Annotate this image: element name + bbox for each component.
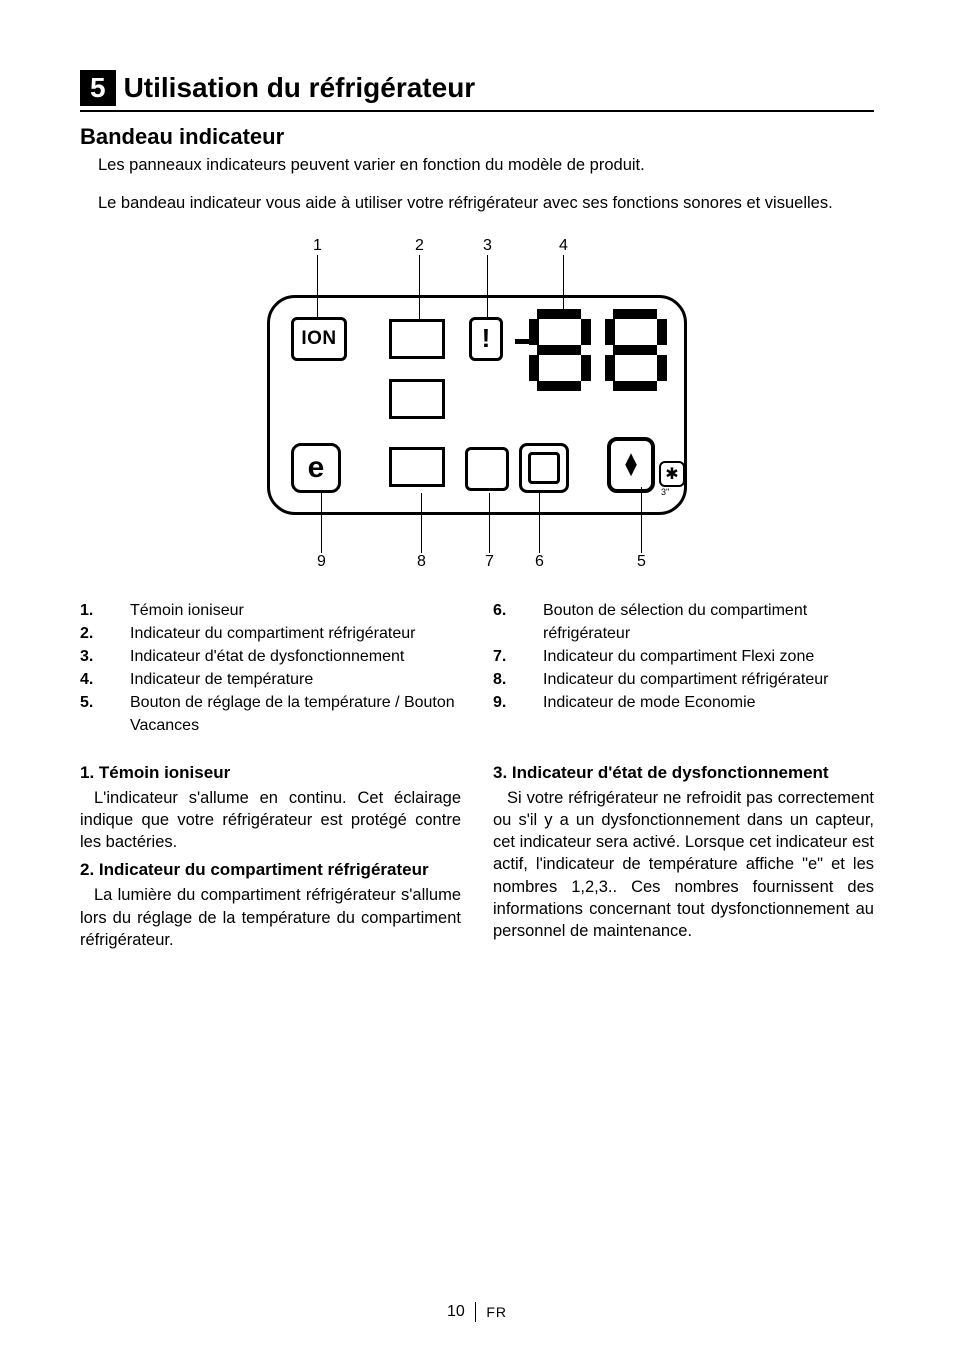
callout-1: 1 [313,237,322,255]
legend-col-left: 1.Témoin ioniseur 2.Indicateur du compar… [80,599,461,738]
callout-6: 6 [535,553,544,571]
intro-text-2: Le bandeau indicateur vous aide à utilis… [98,194,833,212]
desc-text: Si votre réfrigérateur ne refroidit pas … [493,789,874,941]
legend-text: Témoin ioniseur [130,599,461,622]
fridge-compartment-icon [389,319,445,359]
economy-mode-icon: e [291,443,341,493]
footer-divider [475,1302,477,1322]
legend-num: 5. [80,691,130,737]
callout-7: 7 [485,553,494,571]
desc-col-left: 1. Témoin ioniseur L'indicateur s'allume… [80,756,461,951]
legend-item: 1.Témoin ioniseur [80,599,461,622]
fridge-compartment-icon [389,379,445,419]
page-footer: 10 FR [0,1302,954,1322]
page-language: FR [486,1304,507,1320]
desc-paragraph: La lumière du compartiment réfrigérateur… [80,884,461,951]
desc-paragraph: L'indicateur s'allume en continu. Cet éc… [80,787,461,854]
legend-item: 2.Indicateur du compartiment réfrigérate… [80,622,461,645]
legend-item: 4.Indicateur de température [80,668,461,691]
fridge-compartment-indicator-icon [389,447,445,487]
legend-item: 8.Indicateur du compartiment réfrigérate… [493,668,874,691]
callout-8: 8 [417,553,426,571]
legend-item: 9.Indicateur de mode Economie [493,691,874,714]
callout-9: 9 [317,553,326,571]
desc-text: L'indicateur s'allume en continu. Cet éc… [80,789,461,852]
legend-num: 2. [80,622,130,645]
legend-num: 9. [493,691,543,714]
legend-item: 6.Bouton de sélection du compartiment ré… [493,599,874,645]
intro-text-1: Les panneaux indicateurs peuvent varier … [98,156,645,174]
legend-text: Indicateur de mode Economie [543,691,874,714]
legend-num: 1. [80,599,130,622]
diagram-container: 1 2 3 4 ION ! [80,237,874,573]
snowflake-sub: 3'' [661,487,669,497]
callout-5: 5 [637,553,646,571]
legend-text: Indicateur du compartiment Flexi zone [543,645,874,668]
section-heading: 5 Utilisation du réfrigérateur [80,70,874,112]
compartment-select-button-icon [519,443,569,493]
legend-text: Bouton de réglage de la température / Bo… [130,691,461,737]
callout-line [641,487,642,553]
legend-item: 3.Indicateur d'état de dysfonctionnement [80,645,461,668]
desc-paragraph: Si votre réfrigérateur ne refroidit pas … [493,787,874,943]
callout-4: 4 [559,237,568,255]
indicator-panel-diagram: 1 2 3 4 ION ! [267,237,687,573]
callout-3: 3 [483,237,492,255]
callout-line [489,493,490,553]
legend-num: 7. [493,645,543,668]
temperature-display-icon [529,309,675,393]
desc-heading: 3. Indicateur d'état de dysfonctionnemen… [493,762,874,785]
temperature-set-button-icon: ▲▼ [607,437,655,493]
legend: 1.Témoin ioniseur 2.Indicateur du compar… [80,599,874,738]
legend-col-right: 6.Bouton de sélection du compartiment ré… [493,599,874,738]
desc-col-right: 3. Indicateur d'état de dysfonctionnemen… [493,756,874,951]
legend-item: 7.Indicateur du compartiment Flexi zone [493,645,874,668]
chevron-up-down-icon: ▲▼ [621,454,641,476]
legend-num: 4. [80,668,130,691]
legend-num: 8. [493,668,543,691]
minus-sign-icon [515,339,529,344]
legend-num: 6. [493,599,543,645]
desc-heading: 1. Témoin ioniseur [80,762,461,785]
callout-2: 2 [415,237,424,255]
legend-text: Indicateur d'état de dysfonctionnement [130,645,461,668]
legend-text: Indicateur de température [130,668,461,691]
section-number: 5 [80,70,116,106]
legend-num: 3. [80,645,130,668]
ion-indicator-icon: ION [291,317,347,361]
desc-heading: 2. Indicateur du compartiment réfrigérat… [80,859,461,882]
snowflake-icon: ✱ [659,461,685,487]
callout-line [539,493,540,553]
flexi-zone-indicator-icon [465,447,509,491]
legend-text: Bouton de sélection du compartiment réfr… [543,599,874,645]
callout-line [321,493,322,553]
intro-paragraph-1: Les panneaux indicateurs peuvent varier … [80,154,874,176]
legend-item: 5.Bouton de réglage de la température / … [80,691,461,737]
malfunction-indicator-icon: ! [469,317,503,361]
legend-text: Indicateur du compartiment réfrigérateur [543,668,874,691]
legend-text: Indicateur du compartiment réfrigérateur [130,622,461,645]
intro-paragraph-2: Le bandeau indicateur vous aide à utilis… [80,192,874,214]
page-number: 10 [447,1303,465,1321]
descriptions: 1. Témoin ioniseur L'indicateur s'allume… [80,756,874,951]
desc-text: La lumière du compartiment réfrigérateur… [80,886,461,949]
callout-line [421,493,422,553]
subsection-title: Bandeau indicateur [80,124,874,150]
section-title: Utilisation du réfrigérateur [124,72,476,104]
compartment-select-inner-icon [528,452,560,484]
